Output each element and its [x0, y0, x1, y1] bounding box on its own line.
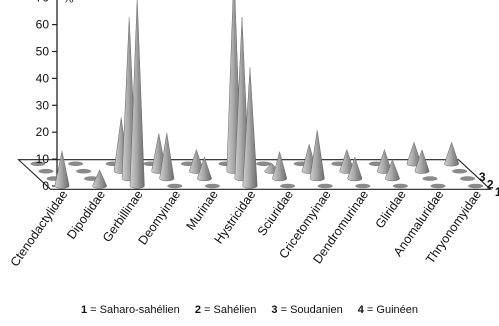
legend-label: Saharo-sahélien — [99, 304, 180, 316]
legend-item-3: 3 = Soudanien — [271, 304, 343, 316]
legend-key: 4 — [357, 304, 364, 316]
cone-mark — [242, 67, 258, 189]
cone-body — [159, 132, 175, 182]
cone-ridge — [316, 130, 321, 181]
x-tick-label: Ctenodactylidae — [8, 188, 71, 270]
cone-mark — [54, 150, 70, 189]
y-tick-label: 10 — [36, 152, 50, 166]
cone-mark — [444, 141, 460, 167]
cone-mark — [92, 169, 108, 189]
cone-body — [384, 159, 400, 182]
cone-ridge — [61, 151, 65, 188]
cone-mark — [159, 132, 175, 182]
cone-body — [129, 0, 145, 189]
cone-ridge — [308, 144, 313, 173]
cone-ridge — [136, 0, 141, 188]
cone-ridge — [158, 133, 162, 173]
legend-key: 2 — [194, 304, 201, 316]
floor-dot — [280, 183, 296, 189]
cone-body — [196, 156, 212, 182]
y-tick-label: 70 — [36, 0, 50, 5]
legend-item-4: 4 = Guinéen — [357, 304, 419, 316]
y-tick-label: 50 — [36, 45, 50, 59]
x-axis-labels: CtenodactylidaeDipodidaeGerbillinaeDeomy… — [8, 188, 485, 270]
y-tick-label: 40 — [36, 71, 50, 85]
depth-tick-label: 1 — [495, 185, 499, 199]
cone-mark — [272, 150, 288, 182]
cone-body — [272, 150, 288, 182]
floor-dot — [68, 161, 84, 167]
y-tick-label: 0 — [42, 179, 49, 193]
depth-tick-label: 2 — [487, 178, 494, 192]
cone-ridge — [413, 142, 417, 166]
legend-label: Sahélien — [213, 304, 257, 316]
cone-ridge — [346, 149, 350, 173]
x-tick-label: Sciuridae — [255, 188, 296, 239]
legend: 1 = Saharo-sahélien 2 = Sahélien 3 = Sou… — [0, 304, 499, 316]
floor-dot — [30, 161, 46, 167]
cone-ridge — [384, 149, 388, 173]
cone-body — [54, 150, 70, 189]
cone-mark — [309, 130, 325, 182]
cone-body — [347, 156, 363, 182]
floor-dot — [452, 168, 468, 174]
y-axis: 0 10 20 30 40 50 60 70% — [36, 0, 74, 193]
cone-ridge — [421, 149, 425, 173]
x-tick-label: Murinae — [183, 188, 220, 233]
cone-ridge — [241, 17, 245, 181]
floor-dot — [204, 183, 220, 189]
floor-dot — [167, 183, 183, 189]
legend-key: 1 — [80, 304, 88, 316]
cone-ridge — [392, 159, 396, 181]
floor-dot — [468, 183, 484, 189]
x-tick-label: Gliridae — [373, 188, 409, 231]
cone-mark — [414, 148, 430, 174]
y-tick-label: 60 — [36, 18, 50, 32]
cone-ridge — [234, 0, 237, 173]
cone-ridge — [271, 163, 275, 173]
cone-mark — [129, 0, 145, 189]
legend-label: Guinéen — [376, 304, 419, 316]
cone-ridge — [99, 169, 103, 188]
y-tick-label: 20 — [36, 125, 50, 139]
cone-ridge — [279, 151, 283, 181]
cone-mark — [347, 156, 363, 182]
floor-dot — [76, 168, 92, 174]
floor-dot — [422, 176, 438, 181]
cone-body — [242, 67, 258, 189]
legend-key: 3 — [271, 304, 278, 316]
chart-marks — [54, 0, 460, 189]
cone-ridge — [249, 67, 253, 188]
floor-dot — [355, 183, 371, 189]
cone-body — [444, 141, 460, 167]
floor-dot — [256, 161, 272, 167]
floor-dot — [430, 183, 446, 189]
cone-mark — [196, 156, 212, 182]
depth-tick-label: 3 — [479, 170, 486, 184]
cone-ridge — [196, 149, 200, 173]
cone-ridge — [451, 142, 455, 166]
floor-dot — [392, 183, 408, 189]
cone-body — [92, 169, 108, 189]
y-tick-label: 30 — [36, 98, 50, 112]
legend-item-2: 2 = Sahélien — [194, 304, 257, 316]
cone-body — [309, 130, 325, 182]
y-axis-unit-label: % — [63, 0, 74, 6]
cone-body — [414, 148, 430, 174]
cone-ridge — [204, 157, 208, 181]
legend-item-1: 1 = Saharo-sahélien — [80, 304, 180, 316]
floor-dot — [38, 168, 54, 174]
depth-axis-labels: 123 — [479, 170, 499, 199]
floor-dot — [460, 176, 476, 181]
cone-mark — [384, 159, 400, 182]
legend-label: Soudanien — [290, 304, 343, 316]
cone-ridge — [354, 157, 358, 181]
cone-ridge — [166, 132, 170, 181]
floor-dot — [317, 183, 333, 189]
